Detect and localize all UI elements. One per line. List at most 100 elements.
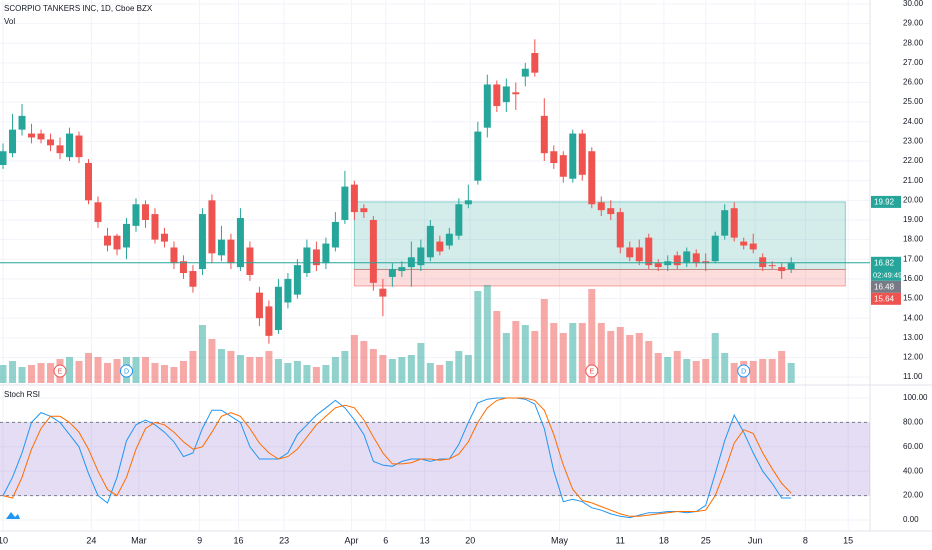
volume-bar [293, 361, 301, 383]
volume-bar [483, 285, 491, 383]
candle-body [122, 223, 130, 248]
stoch-line [2, 397, 792, 517]
candle-body [75, 135, 83, 158]
volume-bar [360, 341, 368, 383]
candle-body [502, 86, 510, 103]
volume-bar [445, 361, 453, 383]
candle-body [711, 235, 719, 262]
y-tick-label: 20.00 [903, 491, 924, 500]
y-tick-label: 16.00 [903, 274, 924, 283]
candle-body [635, 247, 643, 262]
chart-title: SCORPIO TANKERS INC, 1D, Cboe BZX [4, 4, 153, 13]
volume-bar [312, 367, 320, 383]
candle-body [113, 235, 121, 250]
candle-body [645, 237, 653, 266]
candle-body [198, 214, 206, 270]
x-tick-label: May [551, 535, 569, 545]
candle-body [141, 204, 149, 220]
x-tick-label: 10 [0, 535, 8, 545]
x-tick-label: 15 [843, 535, 853, 545]
volume-bar [132, 357, 140, 383]
price-axis-label-box [871, 195, 901, 208]
volume-bar [778, 351, 786, 383]
volume-bar [151, 363, 159, 383]
candle-body [759, 257, 767, 268]
candle-body [768, 265, 776, 267]
candle-body [322, 243, 330, 264]
candle-body [66, 133, 74, 158]
volume-bar [398, 357, 406, 383]
volume-bar [236, 355, 244, 383]
candle-body [37, 133, 45, 140]
candle-body [369, 219, 377, 283]
x-tick-label: Jun [748, 535, 763, 545]
volume-bar [28, 365, 36, 383]
candle-body [179, 261, 187, 274]
volume-bar [47, 363, 55, 383]
volume-bar [502, 333, 510, 383]
volume-bar [426, 363, 434, 383]
tradingview-logo[interactable] [6, 512, 20, 519]
event-marker[interactable] [585, 364, 599, 378]
x-tick-label: Mar [131, 535, 147, 545]
volume-bar [322, 365, 330, 383]
candle-body [493, 84, 501, 107]
x-tick-label: 24 [86, 535, 96, 545]
logo-shape[interactable] [6, 512, 20, 519]
candle-body [673, 255, 681, 266]
y-tick-label: 29.00 [903, 19, 924, 28]
event-marker[interactable] [119, 364, 133, 378]
candle-body [208, 200, 216, 254]
candle-body [85, 163, 93, 201]
y-tick-label: 30.00 [903, 0, 924, 8]
volume-bar [350, 335, 358, 383]
y-tick-label: 23.00 [903, 137, 924, 146]
event-label[interactable]: D [124, 368, 129, 375]
y-tick-label: 15.00 [903, 294, 924, 303]
candle-body [464, 200, 472, 205]
event-marker[interactable] [53, 364, 67, 378]
candle-body [588, 151, 596, 205]
event-marker[interactable] [737, 364, 751, 378]
volume-bar [141, 357, 149, 383]
volume-bar [407, 355, 415, 383]
candle-body [702, 261, 710, 264]
event-label[interactable]: E [58, 368, 63, 375]
candle-body [417, 247, 425, 266]
y-tick-label: 11.00 [903, 372, 923, 381]
price-axis-label: 16.48 [874, 282, 895, 291]
candle-body [9, 129, 17, 154]
y-tick-label: 100.00 [903, 393, 928, 402]
event-label[interactable]: E [589, 368, 594, 375]
candle-body [94, 202, 102, 222]
volume-bar [160, 365, 168, 383]
candle-body [28, 133, 36, 138]
volume-bar [559, 333, 567, 383]
volume-bar [208, 339, 216, 383]
countdown-label: 02:49:49 [873, 270, 902, 279]
y-tick-label: 24.00 [903, 117, 924, 126]
y-tick-label: 22.00 [903, 156, 924, 165]
x-tick-label: 20 [465, 535, 475, 545]
volume-bar [246, 357, 254, 383]
volume-bar [578, 323, 586, 383]
volume-bar [588, 289, 596, 383]
candle-body [331, 221, 339, 248]
candle-body [521, 68, 529, 77]
y-tick-label: 27.00 [903, 58, 924, 67]
candle-body [787, 263, 795, 270]
candle-body [341, 186, 349, 220]
candle-body [445, 233, 453, 246]
volume-bar [255, 357, 263, 383]
candle-body [730, 208, 738, 238]
candle-body [654, 263, 662, 268]
volume-bar [170, 367, 178, 383]
candle-body [160, 233, 168, 242]
volume-bar [721, 353, 729, 383]
volume-bar [645, 341, 653, 383]
candle-body [436, 241, 444, 252]
grid-layer [0, 0, 870, 530]
candle-body [692, 253, 700, 264]
event-label[interactable]: D [741, 368, 746, 375]
